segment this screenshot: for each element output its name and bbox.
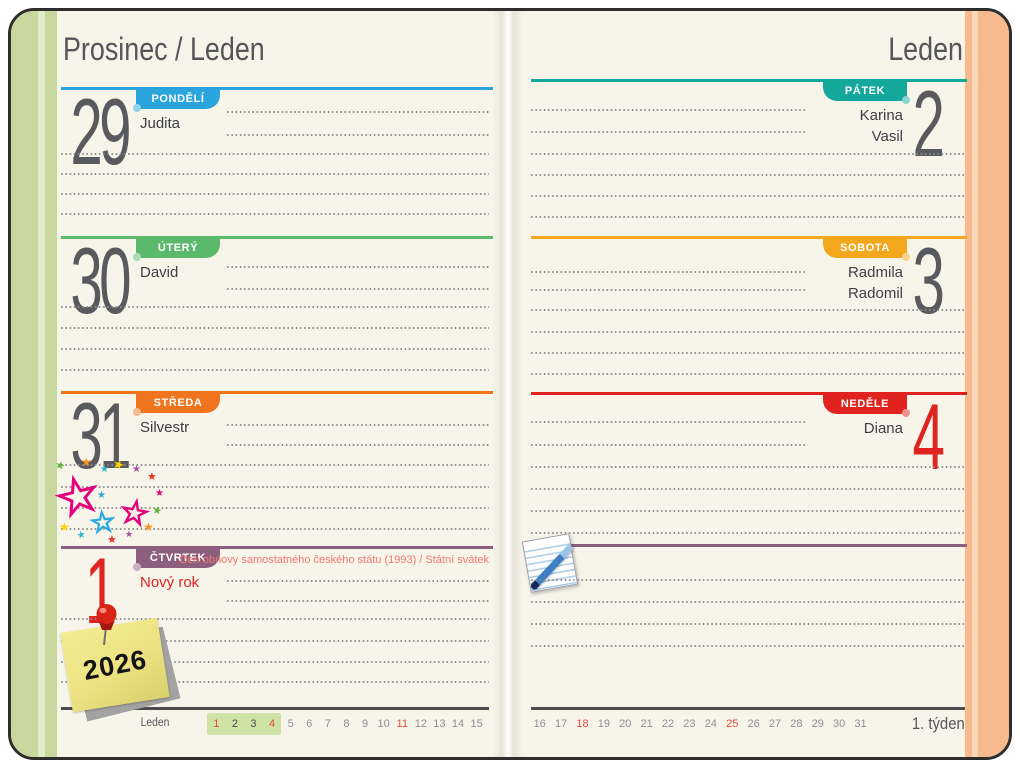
- mini-calendar-day: 19: [597, 718, 610, 730]
- mini-calendar-day: 1: [213, 718, 220, 730]
- mini-calendar-day: 10: [377, 718, 390, 730]
- mini-calendar-day: 15: [470, 718, 483, 730]
- weekday-label: PÁTEK: [844, 84, 886, 97]
- weekday-tab: STŘEDA: [133, 393, 220, 416]
- tab-dot-icon: [133, 252, 141, 261]
- day-number: 29: [70, 79, 131, 184]
- public-holiday-note: Den obnovy samostatného českého státu (1…: [179, 554, 489, 566]
- nameday-names: Radmila Radomil: [847, 264, 903, 302]
- mini-calendar-day: 16: [533, 718, 546, 730]
- mini-calendar-day: 23: [683, 718, 696, 730]
- day-section-monday-29: 29 PONDĚLÍ Judita: [59, 79, 493, 236]
- nameday-names: Silvestr: [140, 419, 190, 436]
- mini-calendar-day: 7: [324, 718, 331, 730]
- mini-calendar-day: 28: [790, 718, 803, 730]
- weekday-tab: SOBOTA: [823, 238, 910, 261]
- weekday-tab: PÁTEK: [823, 81, 910, 104]
- page-right: Leden 2 PÁTEK Karina Vasil 3 SOBOTA Radmi…: [521, 11, 967, 757]
- mini-calendar-day: 20: [619, 718, 632, 730]
- mini-calendar-day: 22: [661, 718, 675, 730]
- notes-section: [521, 533, 967, 707]
- weekday-label: PONDĚLÍ: [151, 92, 205, 105]
- mini-calendar-day: 26: [747, 718, 760, 730]
- tab-dot-icon: [902, 408, 910, 417]
- weekday-label: ÚTERÝ: [157, 241, 199, 254]
- tab-dot-icon: [133, 562, 141, 571]
- mini-calendar-day: 6: [306, 718, 313, 730]
- mini-calendar-day-numbers: 1 2 3 4 5 6 7 8 9 10 11 12 13 14 15: [207, 711, 486, 737]
- day-top-rule: [531, 236, 967, 239]
- day-top-rule: [61, 236, 493, 239]
- nameday-names: Karina Vasil: [859, 107, 903, 145]
- mini-calendar-day: 4: [269, 718, 276, 730]
- mini-calendar-day: 13: [433, 718, 446, 730]
- mini-calendar-day: 25: [726, 718, 739, 730]
- nameday-names: Nový rok: [140, 574, 200, 591]
- day-number: 30: [70, 228, 131, 333]
- day-number: 3: [912, 228, 945, 333]
- mini-calendar-day: 30: [833, 718, 846, 730]
- mini-calendar-day: 27: [768, 718, 782, 730]
- notes-top-rule: [531, 544, 967, 547]
- day-top-rule: [531, 79, 967, 82]
- day-section-sunday-4: 4 NEDĚLE Diana: [521, 390, 967, 544]
- day-number: 31: [70, 383, 131, 488]
- weekday-label: SOBOTA: [840, 241, 890, 254]
- pen-icon: [529, 543, 575, 591]
- day-section-saturday-3: 3 SOBOTA Radmila Radomil: [521, 228, 967, 392]
- day-top-rule: [61, 546, 493, 549]
- nameday-names: Diana: [863, 420, 903, 437]
- mini-calendar-day: 31: [854, 718, 867, 730]
- footer-separator-line: [531, 707, 965, 710]
- mini-calendar-day: 8: [343, 718, 350, 730]
- mini-calendar-day: 12: [414, 718, 427, 730]
- footer-separator-line: [61, 707, 489, 710]
- mini-calendar-day: 21: [640, 718, 653, 730]
- tab-dot-icon: [902, 95, 910, 104]
- day-top-rule: [531, 392, 967, 395]
- diary-week-spread: Prosinec / Leden 29 PONDĚLÍ Judita 30 ÚT…: [8, 8, 1012, 760]
- day-section-wednesday-31: 31 STŘEDA Silvestr: [59, 383, 493, 546]
- book-spine: [493, 11, 523, 757]
- nameday-names: Judita: [140, 115, 181, 132]
- left-cover-band: [11, 11, 57, 757]
- week-number-label: 1. týden: [912, 715, 965, 733]
- mini-calendar-day: 3: [250, 718, 257, 730]
- weekday-tab: NEDĚLE: [823, 394, 910, 417]
- mini-calendar-day: 9: [361, 718, 369, 730]
- weekday-label: STŘEDA: [153, 396, 203, 409]
- day-top-rule: [61, 87, 493, 90]
- weekday-tab: ČTVRTEK: [133, 548, 220, 571]
- day-top-rule: [61, 391, 493, 394]
- nameday-names: David: [140, 264, 179, 281]
- weekday-label: ČTVRTEK: [149, 551, 207, 564]
- mini-calendar-day: 2: [231, 718, 238, 730]
- tab-dot-icon: [133, 407, 141, 416]
- mini-calendar-day: 24: [704, 718, 717, 730]
- day-section-tuesday-30: 30 ÚTERÝ David: [59, 228, 493, 391]
- mini-calendar-day-numbers: 16 17 18 19 20 21 22 23 24 25 26 27 28 29 30 31: [529, 711, 871, 737]
- page-left: Prosinec / Leden 29 PONDĚLÍ Judita 30 ÚT…: [50, 11, 493, 757]
- weekday-label: NEDĚLE: [840, 397, 890, 410]
- right-cover-band: [965, 11, 1009, 757]
- mini-calendar-day: 11: [396, 718, 408, 730]
- day-section-thursday-1: 1 ČTVRTEK Nový rok Den obnovy samostatné…: [59, 544, 493, 707]
- mini-calendar-month-label: Leden: [140, 717, 170, 729]
- day-section-friday-2: 2 PÁTEK Karina Vasil: [521, 77, 967, 236]
- mini-calendar-day: 17: [554, 718, 568, 730]
- mini-calendar-days-1-15: Leden 1 2 3 4 5 6 7 8 9 10 11 12 13 14 15: [59, 711, 493, 737]
- weekday-tab: ÚTERÝ: [133, 238, 220, 261]
- mini-calendar-day: 29: [811, 718, 824, 730]
- mini-calendar-day: 14: [451, 718, 465, 730]
- weekday-tab: PONDĚLÍ: [133, 89, 220, 112]
- page-title-right: Leden: [888, 31, 963, 67]
- page-title-left: Prosinec / Leden: [63, 31, 265, 67]
- tab-dot-icon: [133, 103, 141, 112]
- mini-calendar-days-16-31: 16 17 18 19 20 21 22 23 24 25 26 27 28 29 30 31 1. týde…: [521, 711, 967, 737]
- mini-calendar-day: 5: [287, 718, 294, 730]
- tab-dot-icon: [902, 252, 910, 261]
- mini-calendar-day: 18: [576, 718, 589, 730]
